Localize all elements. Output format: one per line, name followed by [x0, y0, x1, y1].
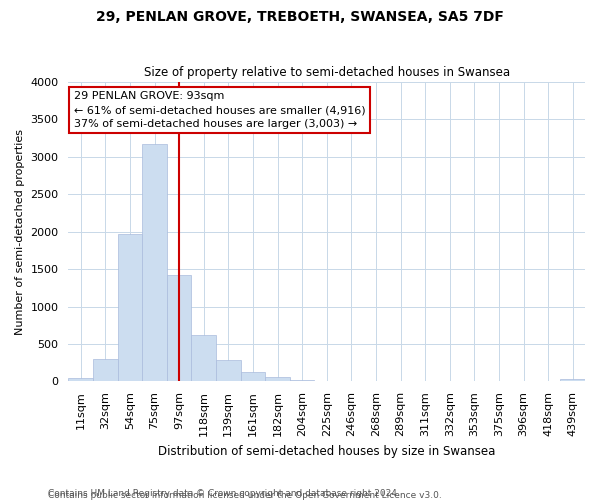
Bar [118, 234, 142, 382]
Text: 29 PENLAN GROVE: 93sqm
← 61% of semi-detached houses are smaller (4,916)
37% of : 29 PENLAN GROVE: 93sqm ← 61% of semi-det… [74, 91, 365, 129]
Bar [142, 144, 167, 382]
Bar [314, 380, 339, 382]
Bar [290, 380, 314, 382]
Bar [216, 360, 241, 382]
Text: Contains HM Land Registry data © Crown copyright and database right 2024.: Contains HM Land Registry data © Crown c… [48, 488, 400, 498]
Title: Size of property relative to semi-detached houses in Swansea: Size of property relative to semi-detach… [143, 66, 510, 80]
Bar [265, 377, 290, 382]
Bar [191, 335, 216, 382]
Y-axis label: Number of semi-detached properties: Number of semi-detached properties [15, 128, 25, 334]
X-axis label: Distribution of semi-detached houses by size in Swansea: Distribution of semi-detached houses by … [158, 444, 496, 458]
Bar [560, 379, 585, 382]
Bar [93, 359, 118, 382]
Text: Contains public sector information licensed under the Open Government Licence v3: Contains public sector information licen… [48, 491, 442, 500]
Bar [241, 372, 265, 382]
Bar [68, 378, 93, 382]
Text: 29, PENLAN GROVE, TREBOETH, SWANSEA, SA5 7DF: 29, PENLAN GROVE, TREBOETH, SWANSEA, SA5… [96, 10, 504, 24]
Bar [167, 275, 191, 382]
